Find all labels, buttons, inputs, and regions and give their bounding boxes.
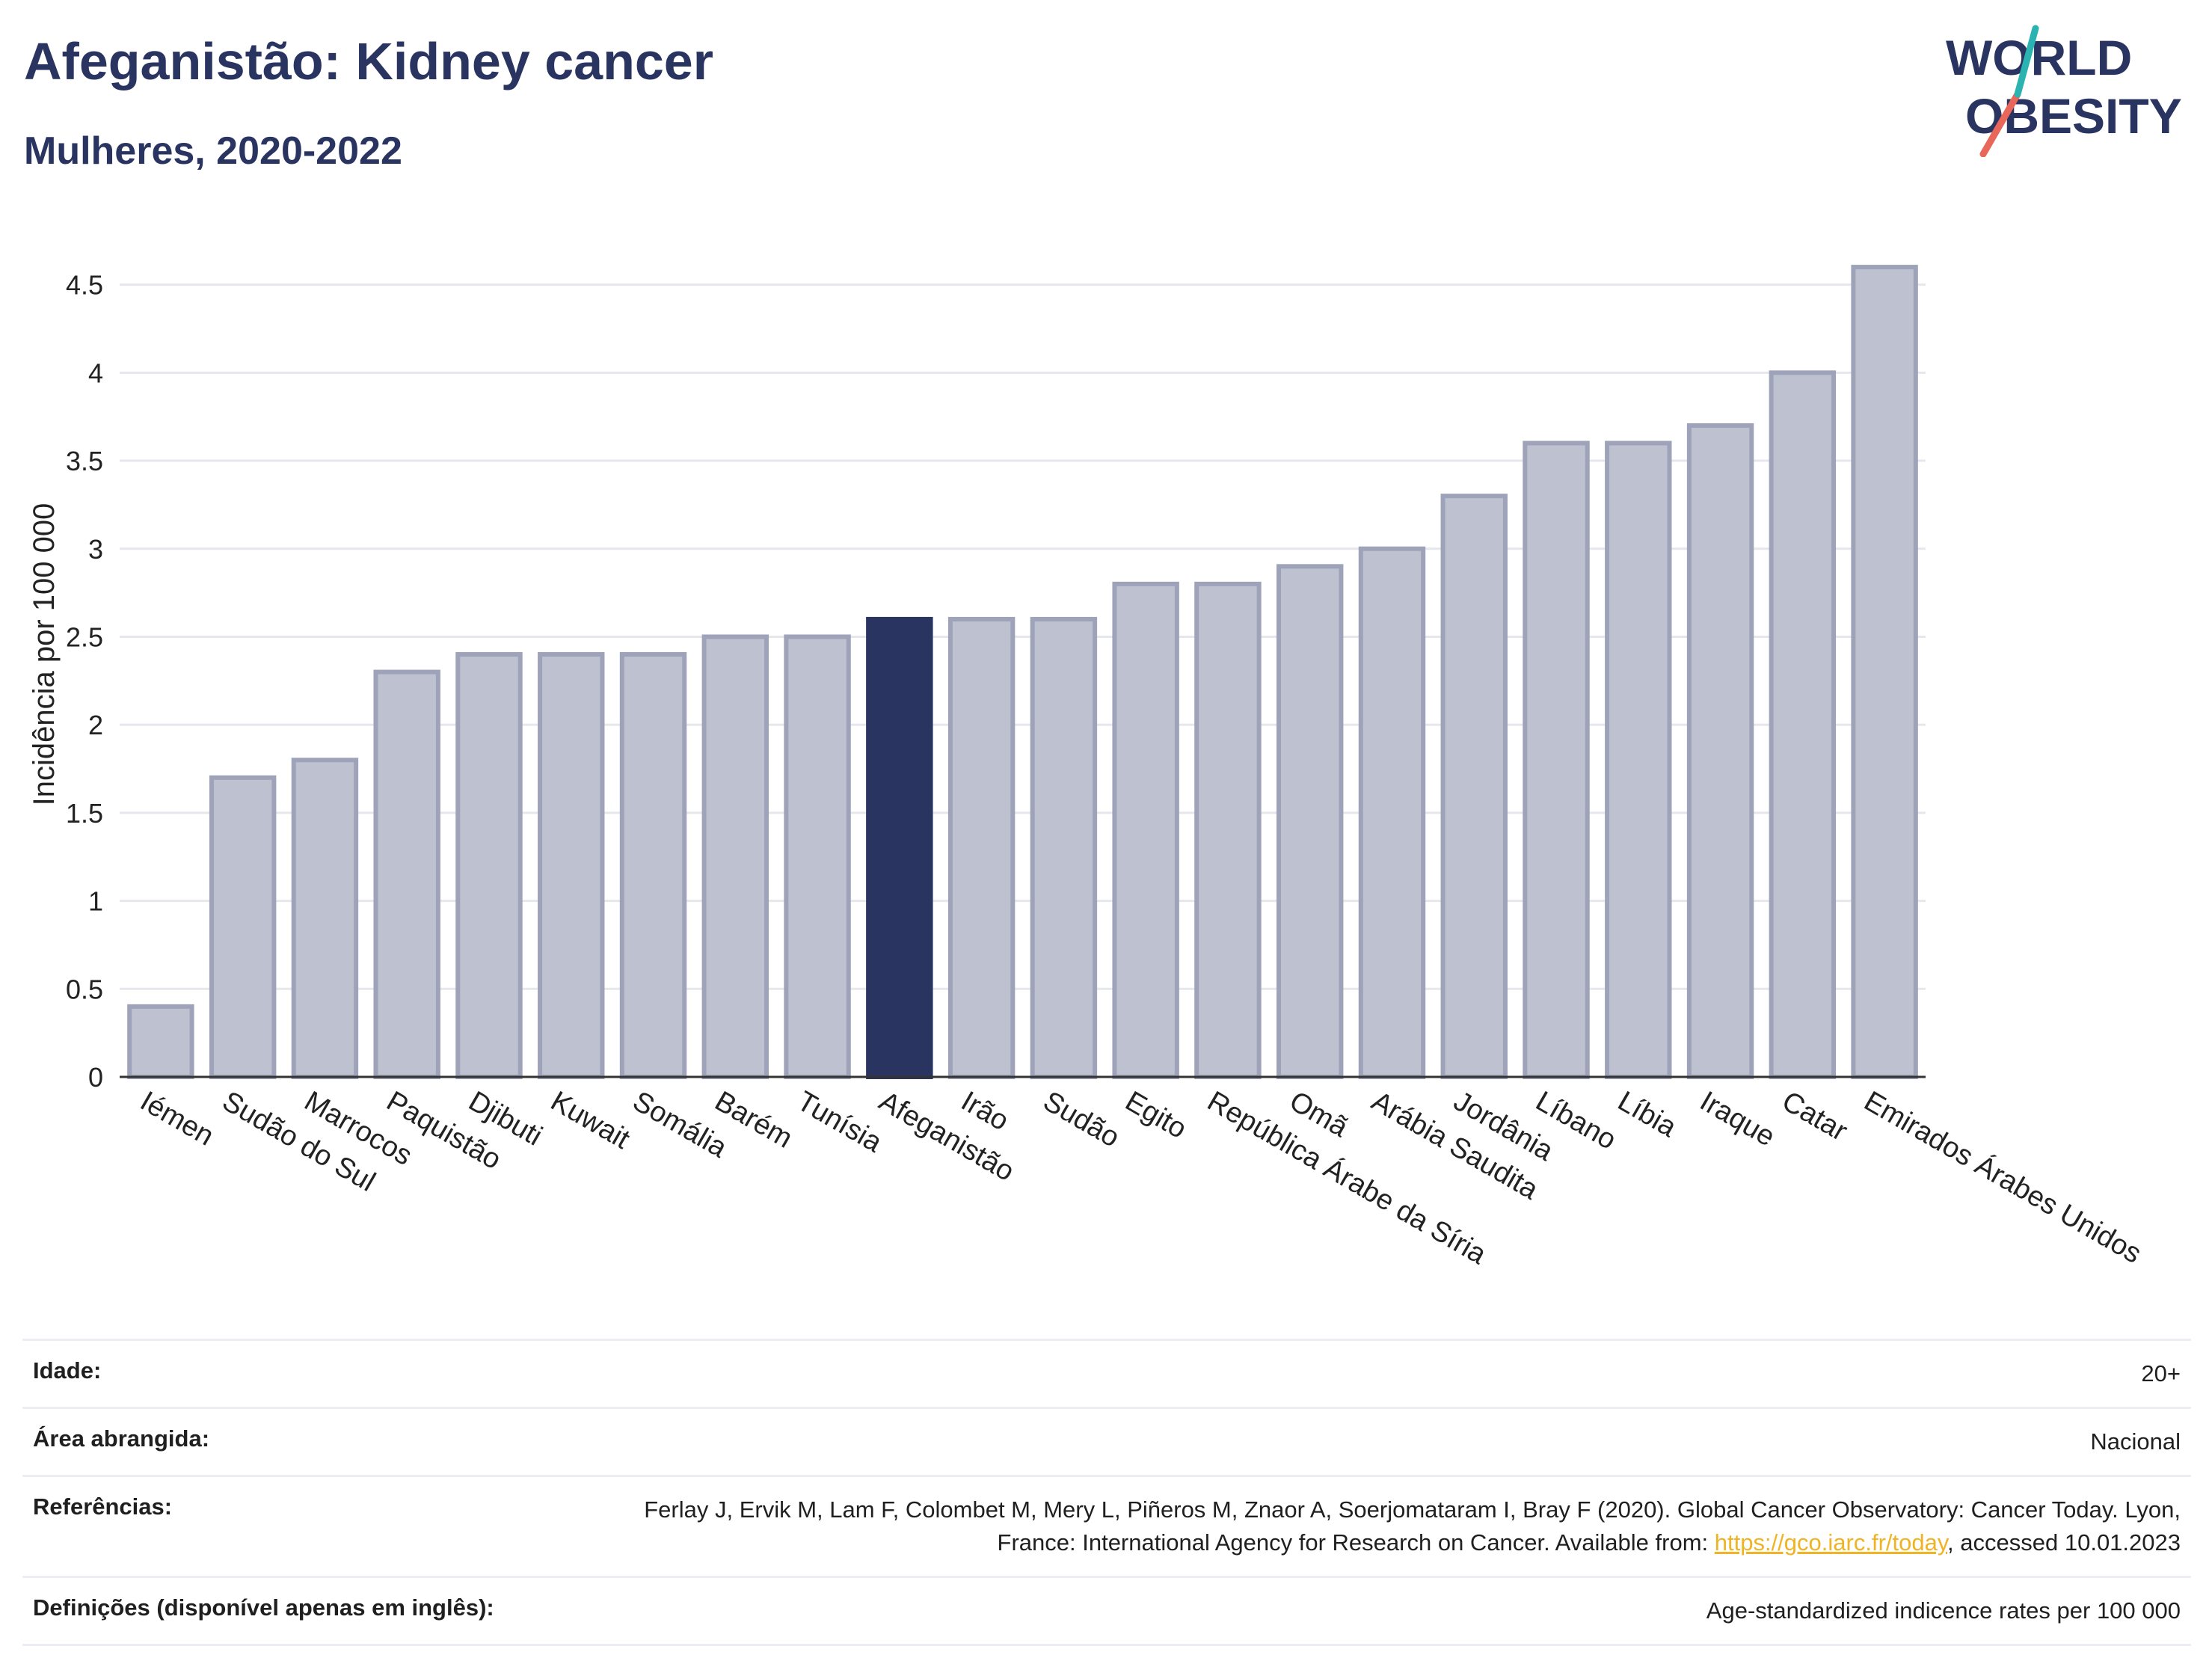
y-tick-label: 1.5 xyxy=(66,798,103,829)
logo-line-1: WORLD xyxy=(1946,30,2132,85)
definitions-label: Definições (disponível apenas em inglês)… xyxy=(33,1594,494,1621)
page-subtitle: Mulheres, 2020-2022 xyxy=(24,129,402,173)
x-tick-label: Iémen xyxy=(135,1085,218,1152)
page-title: Afeganistão: Kidney cancer xyxy=(24,32,713,90)
references-value: Ferlay J, Ervik M, Lam F, Colombet M, Me… xyxy=(573,1493,2181,1559)
area-value: Nacional xyxy=(2090,1428,2181,1455)
references-label: Referências: xyxy=(33,1493,173,1520)
references-text: Ferlay J, Ervik M, Lam F, Colombet M, Me… xyxy=(644,1496,2181,1556)
bar[interactable] xyxy=(784,634,851,1079)
bar[interactable] xyxy=(1194,581,1262,1079)
x-tick-label: Líbia xyxy=(1612,1085,1682,1143)
bar[interactable] xyxy=(619,652,687,1079)
bar[interactable] xyxy=(1358,546,1426,1079)
y-tick-label: 4 xyxy=(88,357,103,388)
y-tick-label: 2 xyxy=(88,710,103,740)
bar[interactable] xyxy=(455,652,523,1079)
bar[interactable] xyxy=(1851,265,1918,1079)
area-label: Área abrangida: xyxy=(33,1425,210,1452)
x-tick-label: Iraque xyxy=(1695,1085,1780,1152)
age-label: Idade: xyxy=(33,1357,102,1384)
x-tick-label: Tunísia xyxy=(792,1085,888,1158)
bar-highlighted[interactable] xyxy=(866,616,933,1079)
bar[interactable] xyxy=(209,775,277,1080)
bar[interactable] xyxy=(538,652,605,1079)
bar[interactable] xyxy=(1030,616,1098,1079)
bar[interactable] xyxy=(1769,370,1837,1080)
bar[interactable] xyxy=(1605,440,1672,1079)
bar[interactable] xyxy=(701,634,769,1079)
logo-slash-teal xyxy=(2014,25,2039,98)
bar[interactable] xyxy=(1686,423,1754,1080)
metadata-table: Idade: 20+ Área abrangida: Nacional Refe… xyxy=(22,1339,2191,1646)
bar[interactable] xyxy=(127,1004,194,1080)
y-tick-label: 1 xyxy=(88,886,103,917)
y-tick-label: 0.5 xyxy=(66,974,103,1004)
references-link[interactable]: https://gco.iarc.fr/today xyxy=(1714,1529,1948,1556)
y-tick-label: 2.5 xyxy=(66,621,103,652)
logo-slash-accent xyxy=(1979,90,2021,157)
bar[interactable] xyxy=(1440,494,1508,1079)
x-tick-label: Emirados Árabes Unidos xyxy=(1859,1085,2148,1270)
bar[interactable] xyxy=(291,758,359,1079)
bar[interactable] xyxy=(1112,581,1179,1079)
meta-row-definitions: Definições (disponível apenas em inglês)… xyxy=(22,1578,2191,1646)
x-tick-label: Kuwait xyxy=(545,1085,635,1155)
y-tick-label: 3.5 xyxy=(66,446,103,476)
y-tick-label: 3 xyxy=(88,534,103,565)
x-tick-label: Catar xyxy=(1777,1085,1853,1147)
x-tick-label: Egito xyxy=(1120,1085,1192,1145)
x-tick-label: Sudão xyxy=(1038,1085,1125,1153)
y-tick-label: 0 xyxy=(88,1062,103,1093)
meta-row-age: Idade: 20+ xyxy=(22,1341,2191,1409)
bar[interactable] xyxy=(1276,564,1344,1079)
references-suffix: , accessed 10.01.2023 xyxy=(1947,1529,2181,1556)
bars xyxy=(127,265,1918,1080)
y-tick-label: 4.5 xyxy=(66,270,103,301)
bar[interactable] xyxy=(373,669,440,1079)
bar[interactable] xyxy=(947,616,1016,1079)
age-value: 20+ xyxy=(2141,1360,2181,1387)
meta-row-references: Referências: Ferlay J, Ervik M, Lam F, C… xyxy=(22,1477,2191,1578)
y-axis-label: Incidência por 100 000 xyxy=(28,503,61,806)
world-obesity-logo: WORLD OBESITY xyxy=(1946,25,2182,157)
bar[interactable] xyxy=(1523,440,1590,1079)
definitions-value: Age-standardized indicence rates per 100… xyxy=(1706,1597,2181,1624)
meta-row-area: Área abrangida: Nacional xyxy=(22,1409,2191,1477)
x-tick-label: Somália xyxy=(627,1085,733,1164)
